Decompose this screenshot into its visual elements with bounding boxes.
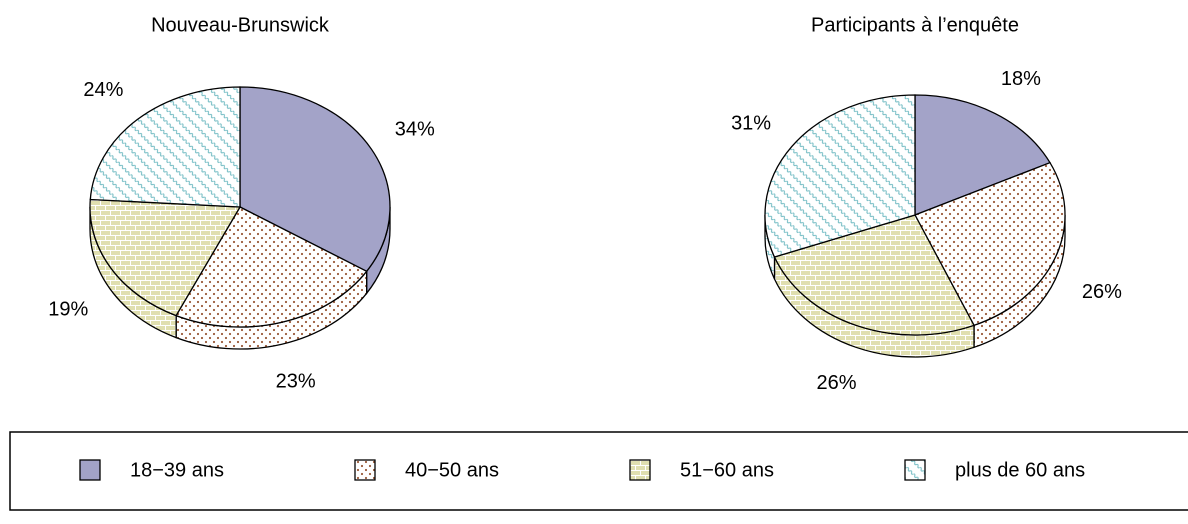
legend-swatch <box>904 459 926 481</box>
data-label: 26% <box>816 372 856 394</box>
slice <box>89 86 241 208</box>
data-label: 19% <box>48 299 88 321</box>
chart-title: Participants à l’enquête <box>811 14 1019 36</box>
slice <box>914 94 1051 216</box>
data-label: 23% <box>276 371 316 393</box>
legend-label: 40−50 ans <box>405 459 499 481</box>
slice <box>764 94 916 258</box>
chart-title: Nouveau-Brunswick <box>151 14 330 36</box>
legend-swatch <box>354 459 376 481</box>
data-label: 34% <box>395 118 435 140</box>
legend-label: 18−39 ans <box>130 459 224 481</box>
slice <box>773 214 975 336</box>
slice <box>89 198 242 317</box>
legend-swatch <box>629 459 651 481</box>
legend-label: plus de 60 ans <box>955 459 1085 481</box>
legend-box <box>9 431 1188 511</box>
data-label: 26% <box>1082 281 1122 303</box>
data-label: 24% <box>83 79 123 101</box>
data-label: 18% <box>1001 68 1041 90</box>
slice <box>239 86 391 273</box>
slice <box>175 206 368 328</box>
data-label: 31% <box>731 112 771 134</box>
legend-label: 51−60 ans <box>680 459 774 481</box>
legend-swatch <box>79 459 101 481</box>
